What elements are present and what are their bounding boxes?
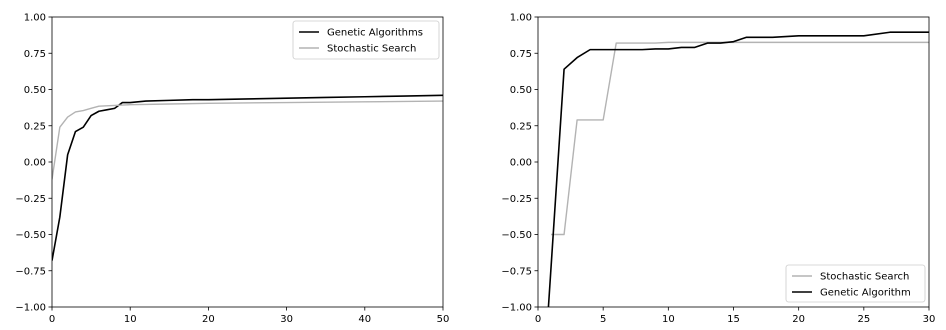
y-tick-label: −0.25 — [15, 194, 46, 205]
y-tick-label: 0.00 — [510, 158, 532, 169]
y-tick-label: 1.00 — [24, 13, 46, 24]
series-line-1 — [52, 94, 443, 261]
y-tick-label: −1.00 — [15, 303, 46, 314]
plot-frame — [537, 16, 930, 308]
legend-label: Stochastic Search — [327, 44, 416, 55]
y-tick-label: −0.75 — [501, 266, 532, 277]
x-tick-label: 0 — [535, 314, 541, 325]
x-tick-label: 50 — [437, 314, 450, 325]
x-tick-label: 30 — [280, 314, 293, 325]
y-tick-label: −0.75 — [15, 266, 46, 277]
series-group — [547, 31, 929, 307]
x-tick-label: 15 — [727, 314, 740, 325]
y-tick-label: 0.75 — [510, 49, 532, 60]
legend-label: Stochastic Search — [820, 272, 909, 283]
x-tick-label: 0 — [49, 314, 55, 325]
x-tick-label: 10 — [662, 314, 675, 325]
series-line-2 — [547, 31, 929, 307]
x-tick-label: 20 — [792, 314, 805, 325]
plot-frame — [51, 16, 444, 308]
y-tick-label: −0.50 — [501, 230, 532, 241]
x-tick-label: 20 — [202, 314, 215, 325]
x-tick-label: 10 — [124, 314, 137, 325]
series-group — [52, 94, 443, 261]
legend-label: Genetic Algorithms — [327, 28, 423, 39]
y-tick-label: 0.25 — [510, 121, 532, 132]
legend: Stochastic Search Genetic Algorithm — [785, 264, 926, 303]
y-tick-label: 0.00 — [24, 158, 46, 169]
y-tick-label: 1.00 — [510, 13, 532, 24]
series-line-2 — [52, 100, 443, 180]
y-tick-label: 0.75 — [24, 49, 46, 60]
y-tick-label: 0.50 — [24, 85, 46, 96]
legend-box — [785, 264, 926, 303]
y-tick-label: −0.50 — [15, 230, 46, 241]
x-tick-label: 30 — [923, 314, 936, 325]
legend-label: Genetic Algorithm — [820, 288, 911, 299]
legend: Genetic Algorithms Stochastic Search — [292, 20, 440, 60]
x-tick-label: 40 — [358, 314, 371, 325]
y-tick-label: −0.25 — [501, 194, 532, 205]
y-tick-label: 0.50 — [510, 85, 532, 96]
legend-box — [292, 20, 440, 60]
x-tick-label: 5 — [600, 314, 606, 325]
series-line-1 — [551, 41, 929, 236]
y-tick-label: 0.25 — [24, 121, 46, 132]
chart-1: 0 10 20 30 40 50 −1.00 −0.75 −0.50 −0.25 0.00 0.25 0… — [15, 13, 449, 326]
x-tick-label: 25 — [857, 314, 870, 325]
chart-2: 0 5 10 15 20 25 30 −1.00 −0.75 −0.50 −0.25 0.00 0.25… — [501, 13, 935, 326]
y-tick-label: −1.00 — [501, 303, 532, 314]
